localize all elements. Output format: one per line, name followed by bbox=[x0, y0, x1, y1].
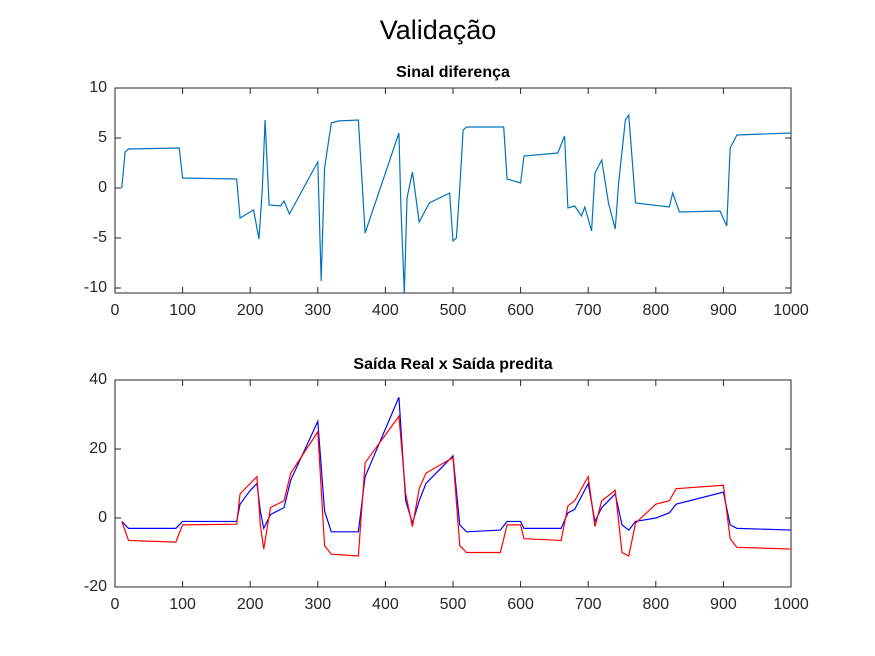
x-tick-label: 700 bbox=[575, 596, 602, 613]
x-tick-label: 1000 bbox=[773, 302, 809, 319]
y-tick-label: 0 bbox=[98, 179, 107, 196]
chart-title: Sinal diferença bbox=[396, 64, 510, 81]
y-tick-label: 0 bbox=[98, 509, 107, 526]
data-line bbox=[121, 113, 792, 294]
plot-area bbox=[114, 379, 792, 588]
plot-area bbox=[114, 87, 792, 294]
x-tick-label: 300 bbox=[304, 302, 331, 319]
x-tick-label: 600 bbox=[507, 302, 534, 319]
x-tick-label: 800 bbox=[642, 596, 669, 613]
x-tick-label: 0 bbox=[111, 302, 120, 319]
data-line bbox=[121, 414, 792, 557]
figure-title: Validação bbox=[380, 15, 497, 45]
y-tick-label: -10 bbox=[84, 279, 107, 296]
x-tick-label: 200 bbox=[237, 302, 264, 319]
x-tick-label: 0 bbox=[111, 596, 120, 613]
x-tick-label: 400 bbox=[372, 596, 399, 613]
x-tick-label: 200 bbox=[237, 596, 264, 613]
y-tick-label: 40 bbox=[89, 371, 107, 388]
x-tick-label: 500 bbox=[440, 596, 467, 613]
x-tick-label: 100 bbox=[169, 302, 196, 319]
x-tick-label: 700 bbox=[575, 302, 602, 319]
x-tick-label: 900 bbox=[710, 302, 737, 319]
y-tick-label: 10 bbox=[89, 79, 107, 96]
y-tick-label: -20 bbox=[84, 578, 107, 595]
y-tick-label: 5 bbox=[98, 129, 107, 146]
y-tick-label: -5 bbox=[93, 229, 107, 246]
x-tick-label: 800 bbox=[642, 302, 669, 319]
x-tick-label: 300 bbox=[304, 596, 331, 613]
x-tick-label: 900 bbox=[710, 596, 737, 613]
chart-title: Saída Real x Saída predita bbox=[353, 356, 552, 373]
y-tick-label: 20 bbox=[89, 440, 107, 457]
x-tick-label: 600 bbox=[507, 596, 534, 613]
x-tick-label: 1000 bbox=[773, 596, 809, 613]
x-tick-label: 100 bbox=[169, 596, 196, 613]
x-tick-label: 500 bbox=[440, 302, 467, 319]
x-tick-label: 400 bbox=[372, 302, 399, 319]
